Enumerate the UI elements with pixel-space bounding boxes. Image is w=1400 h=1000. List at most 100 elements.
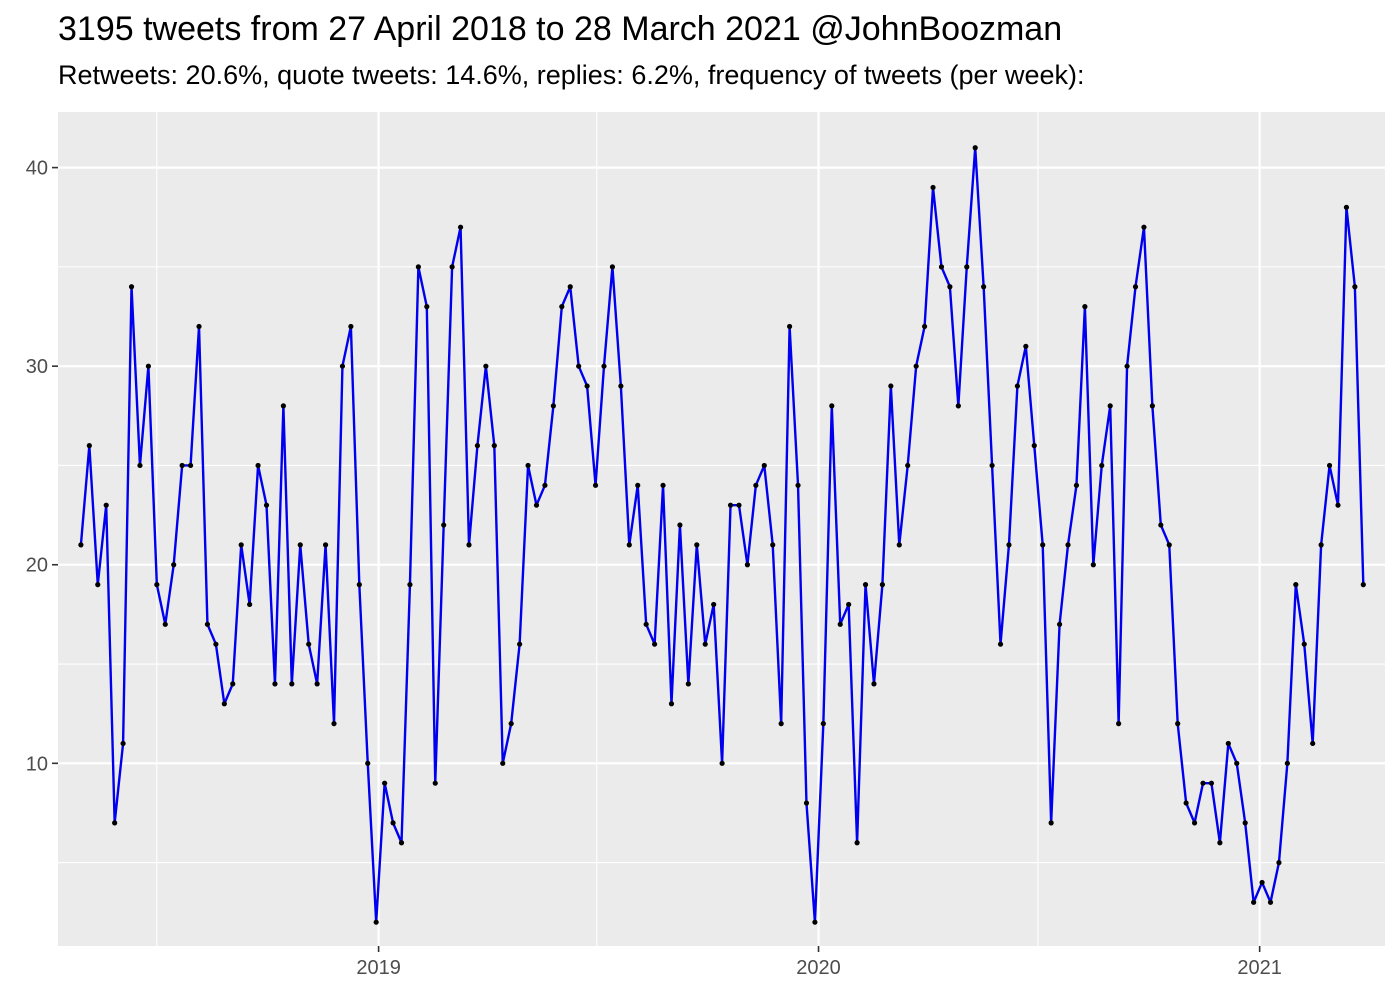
data-point <box>1040 542 1046 548</box>
data-point <box>145 363 151 369</box>
plot-panel <box>58 112 1385 946</box>
data-point <box>1183 800 1189 806</box>
data-point <box>854 840 860 846</box>
data-point <box>137 462 143 469</box>
data-point <box>618 383 624 389</box>
data-point <box>95 582 101 588</box>
data-point <box>812 919 818 925</box>
data-point <box>171 562 177 568</box>
data-point <box>432 780 438 786</box>
data-point <box>584 383 590 389</box>
data-point <box>862 582 869 588</box>
data-point <box>786 323 793 330</box>
data-point <box>626 542 632 548</box>
data-point <box>1301 641 1307 647</box>
data-point <box>719 760 725 766</box>
data-point <box>1090 562 1096 568</box>
data-point <box>390 820 396 826</box>
data-point <box>238 542 244 548</box>
data-point <box>837 621 843 627</box>
data-point <box>964 264 970 270</box>
data-point <box>1132 284 1139 290</box>
data-point <box>1023 343 1029 349</box>
data-point <box>339 363 346 369</box>
data-point <box>1225 740 1231 747</box>
data-point <box>1352 284 1358 290</box>
data-point <box>677 522 683 528</box>
data-point <box>1335 502 1341 508</box>
data-point <box>474 443 481 449</box>
data-point <box>441 522 447 528</box>
data-point <box>1242 820 1248 826</box>
data-point <box>1014 383 1020 389</box>
data-point <box>1318 542 1324 548</box>
data-point <box>1234 760 1240 766</box>
data-point <box>896 542 902 548</box>
data-point <box>702 641 708 647</box>
data-point <box>1267 899 1274 905</box>
y-tick-label: 40 <box>26 158 48 180</box>
y-axis: 10 20 30 40 <box>26 158 58 775</box>
data-point <box>373 919 379 925</box>
data-point <box>204 621 211 627</box>
data-point <box>533 502 540 508</box>
data-point <box>365 760 371 766</box>
data-point <box>921 323 928 330</box>
data-point <box>930 184 936 191</box>
data-point <box>778 721 784 727</box>
data-point <box>1293 582 1299 588</box>
data-point <box>1006 542 1012 548</box>
data-point <box>947 284 953 290</box>
data-point <box>356 582 362 588</box>
data-point <box>727 502 734 508</box>
data-point <box>424 304 430 310</box>
data-point <box>1048 820 1054 826</box>
data-point <box>1191 820 1198 826</box>
data-point <box>711 601 717 608</box>
chart-title: 3195 tweets from 27 April 2018 to 28 Mar… <box>58 10 1063 48</box>
data-point <box>846 601 852 608</box>
y-tick-label: 30 <box>26 356 48 378</box>
data-point <box>736 502 742 508</box>
data-point <box>508 721 514 727</box>
data-point <box>1310 740 1316 747</box>
data-point <box>1259 879 1265 886</box>
data-point <box>306 641 312 647</box>
data-point <box>500 760 506 766</box>
data-point <box>955 403 961 409</box>
data-point <box>1166 542 1172 548</box>
minor-gridlines <box>58 112 1385 946</box>
data-point <box>187 462 194 469</box>
data-point <box>753 482 759 488</box>
data-point <box>1149 403 1155 409</box>
data-point <box>694 542 700 548</box>
data-point <box>609 264 616 270</box>
data-point <box>1124 363 1130 369</box>
data-point <box>162 621 168 627</box>
data-point <box>297 542 303 548</box>
data-point <box>213 641 219 647</box>
data-point <box>1208 780 1215 786</box>
data-point <box>1217 840 1223 846</box>
data-point <box>466 542 472 548</box>
data-point <box>382 780 388 786</box>
data-point <box>1082 304 1088 310</box>
chart-subtitle: Retweets: 20.6%, quote tweets: 14.6%, re… <box>58 60 1085 90</box>
data-point <box>230 681 236 687</box>
data-point <box>938 264 945 270</box>
data-point <box>154 582 160 588</box>
data-point <box>643 621 649 627</box>
data-point <box>905 462 911 469</box>
data-point <box>1175 721 1181 727</box>
data-point <box>1107 403 1113 409</box>
data-point <box>1073 482 1080 488</box>
data-point <box>415 264 421 270</box>
data-point <box>221 701 227 707</box>
data-point <box>879 582 886 588</box>
data-point <box>888 383 894 389</box>
data-point <box>457 224 464 230</box>
data-point <box>635 482 641 488</box>
x-axis: 2019 2020 2021 <box>356 946 1282 979</box>
data-point <box>120 740 126 747</box>
data-point <box>491 443 497 449</box>
